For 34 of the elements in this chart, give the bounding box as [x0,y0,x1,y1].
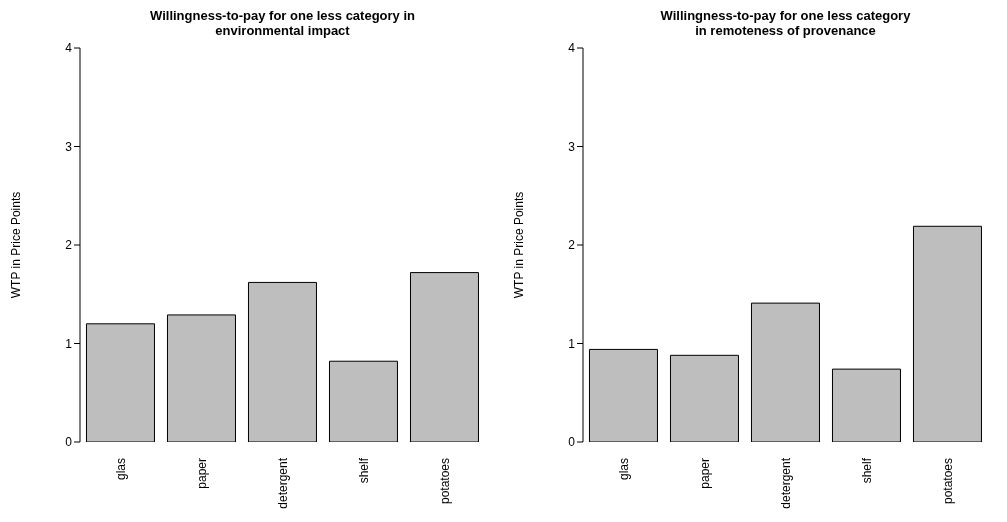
y-tick-label: 3 [65,139,73,154]
x-tick-label: glas [113,458,128,481]
bar [912,225,982,442]
y-tick-label: 2 [65,238,73,253]
y-tick-label: 0 [65,435,73,450]
x-tick-label: detergent [778,457,793,509]
y-axis-title: WTP in Price Points [9,191,24,299]
bar [328,360,398,442]
y-tick-label: 1 [568,336,576,351]
bar [669,354,739,442]
x-tick-label: potatoes [437,458,452,505]
y-tick-label: 1 [65,336,73,351]
x-tick-label: glas [616,458,631,481]
y-tick-label: 4 [568,41,576,56]
y-tick-label: 2 [568,238,576,253]
bar [85,323,155,442]
y-tick-label: 0 [568,435,576,450]
y-axis-title: WTP in Price Points [512,191,527,299]
bar [831,368,901,442]
x-tick-label: shelf [859,457,874,484]
y-tick-label: 3 [568,139,576,154]
chart-title: Willingness-to-pay for one less category in remoteness of provenance [659,8,912,38]
bar [409,272,479,442]
bar [166,314,236,442]
bar [247,281,317,442]
y-tick-label: 4 [65,41,73,56]
x-tick-label: shelf [356,457,371,484]
chart-title: Willingness-to-pay for one less category in environmental impact [149,8,416,38]
x-tick-label: paper [697,458,712,489]
x-tick-label: detergent [275,457,290,509]
x-tick-label: paper [194,458,209,489]
x-tick-label: potatoes [940,458,955,505]
bar [588,348,658,442]
bar [750,302,820,442]
